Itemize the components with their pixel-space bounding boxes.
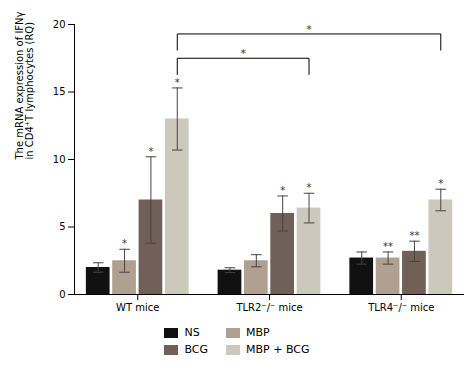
svg-text:*: * — [306, 23, 312, 36]
svg-text:*: * — [175, 77, 180, 88]
html-text:MBP + BCG: MBP + BCG — [246, 343, 310, 356]
svg-text:15: 15 — [53, 86, 66, 97]
svg-text:TLR2⁻/⁻ mice: TLR2⁻/⁻ mice — [235, 302, 302, 313]
svg-text:TLR4⁻/⁻ mice: TLR4⁻/⁻ mice — [367, 302, 434, 313]
html-text:NS: NS — [184, 326, 200, 339]
svg-text:10: 10 — [53, 154, 66, 165]
svg-text:0: 0 — [59, 289, 65, 300]
svg-text:*: * — [240, 47, 246, 60]
svg-text:20: 20 — [53, 19, 66, 30]
svg-text:*: * — [122, 238, 127, 249]
svg-text:*: * — [307, 182, 312, 193]
svg-text:*: * — [438, 178, 443, 189]
svg-text:*: * — [280, 185, 285, 196]
svg-text:The mRNA expression of IFNγin: The mRNA expression of IFNγin CD4⁺T lymp… — [14, 11, 35, 160]
svg-text:**: ** — [383, 241, 393, 252]
svg-text:**: ** — [409, 230, 419, 241]
html-text:BCG: BCG — [184, 343, 208, 356]
html-text:MBP: MBP — [246, 326, 270, 339]
svg-text:*: * — [148, 146, 153, 157]
svg-text:WT mice: WT mice — [116, 302, 159, 313]
svg-text:5: 5 — [59, 221, 65, 232]
